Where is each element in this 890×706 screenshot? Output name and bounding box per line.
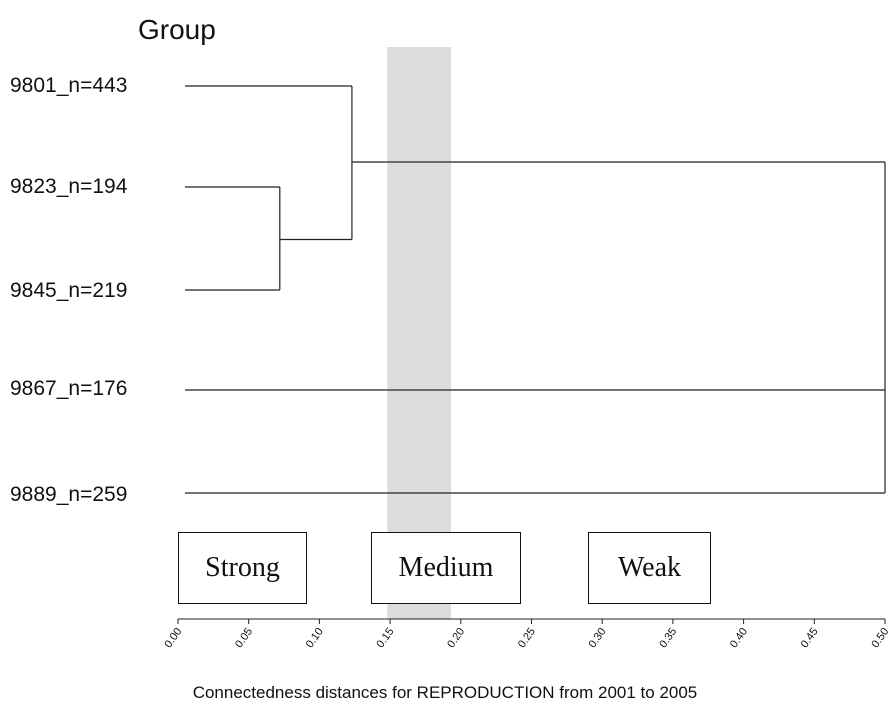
x-tick-label: 0.20 xyxy=(445,626,467,650)
x-tick-label: 0.35 xyxy=(657,626,679,650)
leaf-label-9801: 9801_n=443 xyxy=(10,74,128,97)
x-axis-title: Connectedness distances for REPRODUCTION… xyxy=(192,683,698,702)
leaf-label-9823: 9823_n=194 xyxy=(10,175,128,198)
x-tick-label: 0.00 xyxy=(162,626,184,650)
x-tick-label: 0.10 xyxy=(304,626,326,650)
x-tick-label: 0.45 xyxy=(799,626,821,650)
x-tick-label: 0.40 xyxy=(728,626,750,650)
x-tick-label: 0.05 xyxy=(233,626,255,650)
x-tick-label: 0.25 xyxy=(516,626,538,650)
group-title: Group xyxy=(138,14,216,45)
x-axis-ticks: 0.00 0.05 0.10 0.15 0.20 0.25 0.30 0.35 0.40 0.45… xyxy=(162,619,890,650)
dendrogram-links xyxy=(185,85,886,494)
leaf-label-9889: 9889_n=259 xyxy=(10,483,128,506)
medium-band xyxy=(387,47,451,619)
weak-box: Weak xyxy=(588,532,711,604)
leaf-label-9845: 9845_n=219 xyxy=(10,279,128,302)
x-tick-label: 0.30 xyxy=(587,626,609,650)
leaf-label-9867: 9867_n=176 xyxy=(10,377,128,400)
medium-box: Medium xyxy=(371,532,521,604)
x-tick-label: 0.15 xyxy=(374,626,396,650)
strong-box: Strong xyxy=(178,532,307,604)
x-tick-label: 0.50 xyxy=(869,626,890,650)
